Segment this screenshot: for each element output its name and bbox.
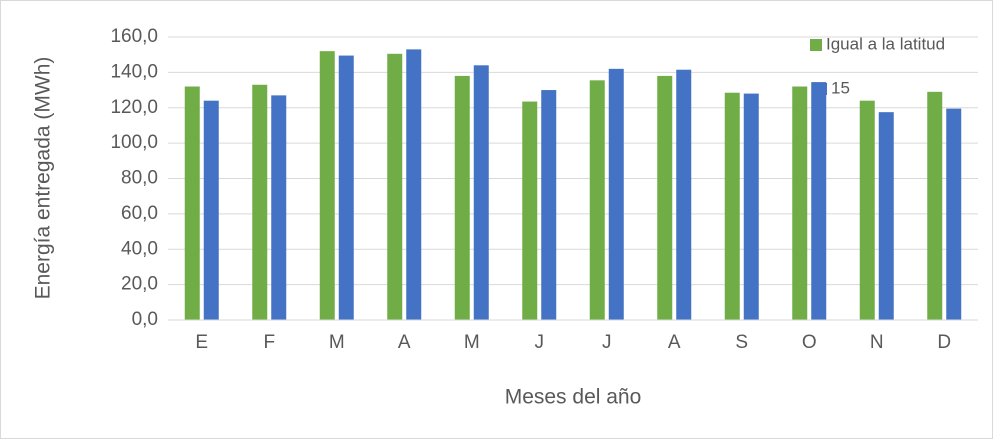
y-tick-label: 20,0 bbox=[121, 274, 158, 295]
bar bbox=[454, 75, 470, 320]
x-tick-label: D bbox=[937, 332, 951, 353]
bar bbox=[522, 101, 538, 320]
y-tick-label: 140,0 bbox=[110, 61, 158, 82]
x-tick-label: F bbox=[263, 332, 275, 353]
x-tick-label: M bbox=[464, 332, 480, 353]
y-tick-label: 120,0 bbox=[110, 97, 158, 118]
bar bbox=[387, 53, 403, 320]
x-tick-label: A bbox=[668, 332, 681, 353]
bar bbox=[319, 51, 335, 321]
x-tick-label: O bbox=[802, 332, 817, 353]
bar bbox=[589, 80, 605, 320]
bar bbox=[608, 68, 624, 321]
x-tick-label: J bbox=[602, 332, 612, 353]
bar bbox=[792, 86, 808, 321]
bar bbox=[946, 108, 962, 321]
bar bbox=[184, 86, 200, 321]
y-tick-label: 100,0 bbox=[110, 132, 158, 153]
legend-label: Igual a la latitud bbox=[826, 34, 945, 53]
legend-swatch bbox=[810, 39, 822, 51]
y-tick-label: 160,0 bbox=[110, 26, 158, 47]
bar bbox=[676, 69, 692, 320]
bar bbox=[406, 49, 422, 320]
bar bbox=[252, 84, 268, 320]
bar bbox=[203, 100, 219, 320]
bar bbox=[811, 82, 827, 321]
y-tick-label: 60,0 bbox=[121, 203, 158, 224]
y-tick-label: 80,0 bbox=[121, 168, 158, 189]
x-tick-label: S bbox=[735, 332, 748, 353]
y-tick-label: 0,0 bbox=[132, 309, 158, 330]
bar bbox=[724, 92, 740, 320]
x-tick-label: A bbox=[398, 332, 411, 353]
x-tick-label: N bbox=[870, 332, 884, 353]
bar bbox=[657, 75, 673, 320]
x-tick-label: J bbox=[535, 332, 545, 353]
bar bbox=[878, 112, 894, 320]
bar bbox=[927, 91, 943, 320]
x-axis-title: Meses del año bbox=[505, 386, 642, 409]
bar bbox=[473, 65, 489, 320]
bar bbox=[743, 93, 759, 320]
bar bbox=[541, 90, 557, 320]
x-tick-label: E bbox=[195, 332, 208, 353]
y-tick-label: 40,0 bbox=[121, 238, 158, 259]
bar bbox=[859, 100, 875, 320]
bar bbox=[271, 95, 287, 321]
y-axis-title: Energía entregada (MWh) bbox=[32, 57, 55, 300]
legend-label: 15 bbox=[831, 78, 850, 97]
x-tick-label: M bbox=[329, 332, 345, 353]
bar bbox=[338, 55, 354, 321]
